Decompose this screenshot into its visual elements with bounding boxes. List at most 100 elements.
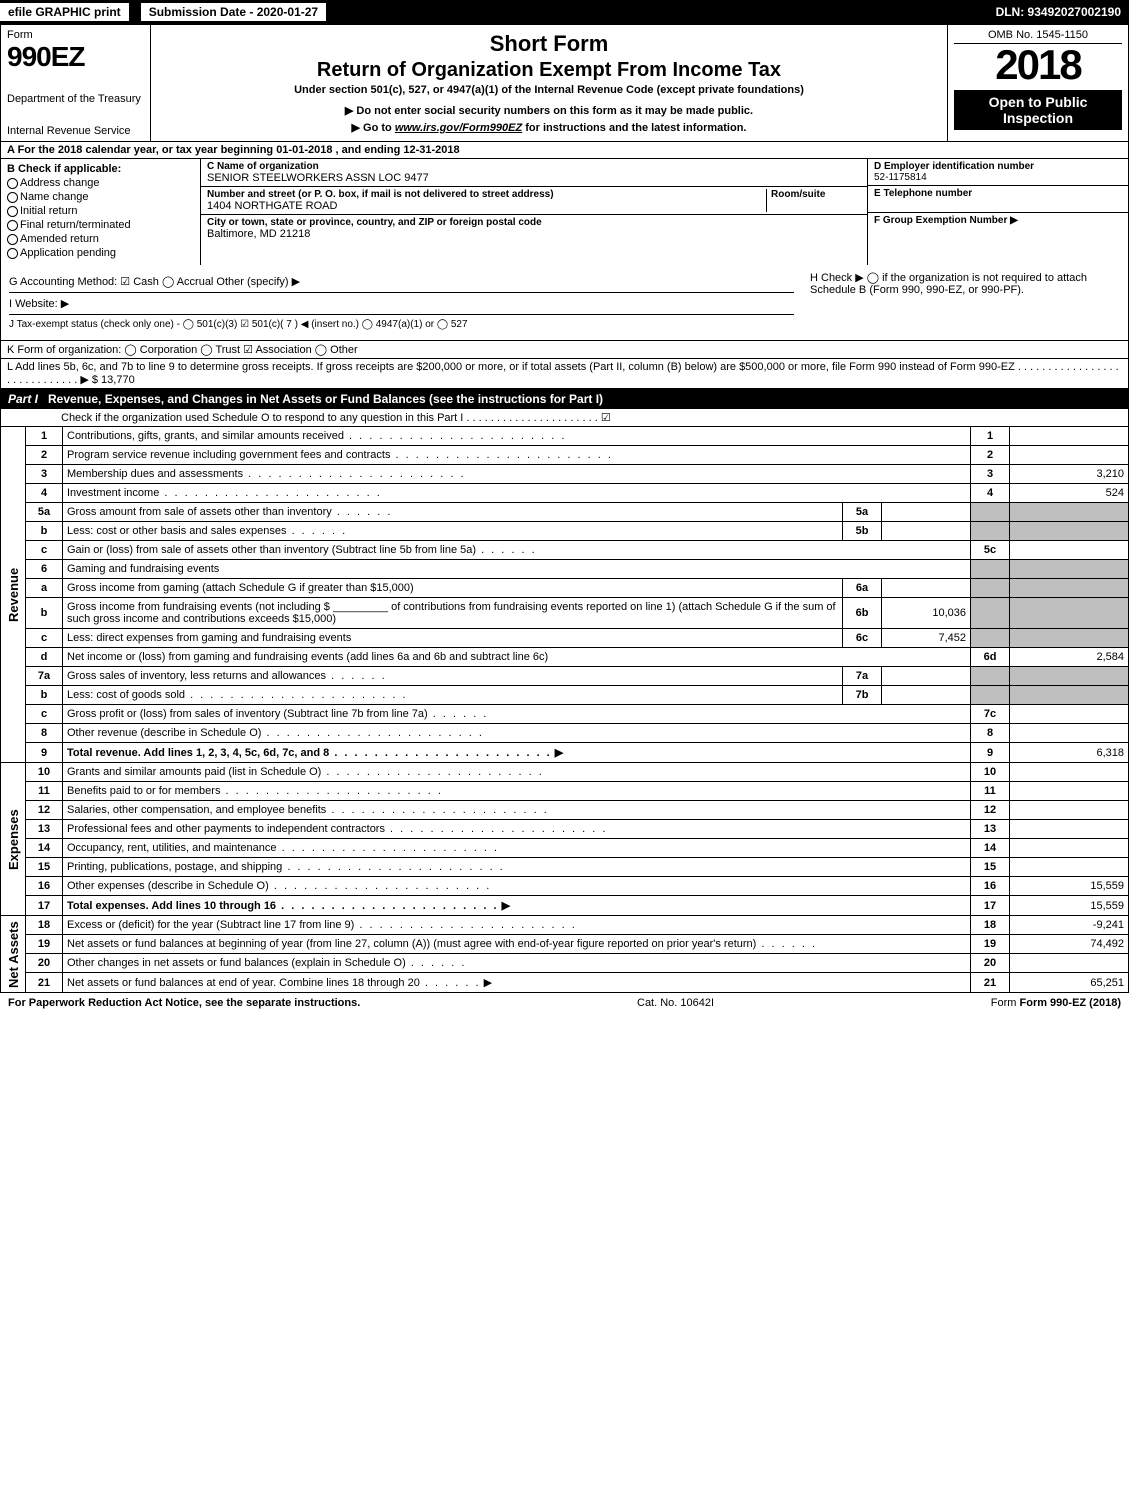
- city-label: City or town, state or province, country…: [207, 217, 542, 228]
- street-label: Number and street (or P. O. box, if mail…: [207, 189, 554, 200]
- revenue-side-label: Revenue: [1, 427, 26, 763]
- netassets-side-label: Net Assets: [1, 916, 26, 993]
- l7a-sub: 7a: [843, 667, 882, 686]
- l2-desc: Program service revenue including govern…: [67, 449, 613, 461]
- l11-amt: [1010, 782, 1129, 801]
- l12-desc: Salaries, other compensation, and employ…: [67, 804, 549, 816]
- l6-greybox: [971, 560, 1010, 579]
- l5b-subval: [882, 522, 971, 541]
- ein-value: 52-1175814: [874, 172, 927, 183]
- section-c: C Name of organization SENIOR STEELWORKE…: [201, 159, 868, 265]
- l5a-subval: [882, 503, 971, 522]
- lines-g-l: G Accounting Method: ☑ Cash ◯ Accrual Ot…: [0, 265, 1129, 341]
- e-phone-label: E Telephone number: [874, 188, 972, 199]
- l6c-sub: 6c: [843, 629, 882, 648]
- check-final-return[interactable]: Final return/terminated: [7, 219, 194, 231]
- page-footer: For Paperwork Reduction Act Notice, see …: [0, 993, 1129, 1013]
- section-b-title: B Check if applicable:: [7, 163, 194, 175]
- l10-box: 10: [971, 763, 1010, 782]
- l20-num: 20: [26, 954, 63, 973]
- footer-center: Cat. No. 10642I: [637, 997, 714, 1009]
- l13-box: 13: [971, 820, 1010, 839]
- part1-label: Part I: [8, 392, 38, 406]
- tax-year: 2018: [954, 44, 1122, 86]
- l6b-subval: 10,036: [882, 598, 971, 629]
- l7a-greybox: [971, 667, 1010, 686]
- l6c-num: c: [26, 629, 63, 648]
- l4-box: 4: [971, 484, 1010, 503]
- l7a-greyamt: [1010, 667, 1129, 686]
- l6c-greyamt: [1010, 629, 1129, 648]
- check-application-pending[interactable]: Application pending: [7, 247, 194, 259]
- l5a-greybox: [971, 503, 1010, 522]
- l6c-greybox: [971, 629, 1010, 648]
- l6d-num: d: [26, 648, 63, 667]
- subtitle: Under section 501(c), 527, or 4947(a)(1)…: [157, 84, 941, 96]
- l16-box: 16: [971, 877, 1010, 896]
- l11-box: 11: [971, 782, 1010, 801]
- l6b-desc: Gross income from fundraising events (no…: [67, 601, 836, 625]
- l9-num: 9: [26, 743, 63, 763]
- l10-num: 10: [26, 763, 63, 782]
- check-initial-return[interactable]: Initial return: [7, 205, 194, 217]
- l5b-desc: Less: cost or other basis and sales expe…: [67, 525, 347, 537]
- l10-desc: Grants and similar amounts paid (list in…: [67, 766, 544, 778]
- check-amended-return[interactable]: Amended return: [7, 233, 194, 245]
- l13-desc: Professional fees and other payments to …: [67, 823, 607, 835]
- l18-desc: Excess or (deficit) for the year (Subtra…: [67, 919, 577, 931]
- efile-print-label[interactable]: efile GRAPHIC print: [0, 3, 129, 21]
- footer-left: For Paperwork Reduction Act Notice, see …: [8, 997, 360, 1009]
- header-right: OMB No. 1545-1150 2018 Open to Public In…: [948, 25, 1128, 141]
- l7a-desc: Gross sales of inventory, less returns a…: [67, 670, 387, 682]
- l11-desc: Benefits paid to or for members: [67, 785, 443, 797]
- l9-amt: 6,318: [1010, 743, 1129, 763]
- d-ein-label: D Employer identification number: [874, 161, 1034, 172]
- check-name-change[interactable]: Name change: [7, 191, 194, 203]
- l15-num: 15: [26, 858, 63, 877]
- l6-num: 6: [26, 560, 63, 579]
- l6-greyamt: [1010, 560, 1129, 579]
- l5c-desc: Gain or (loss) from sale of assets other…: [67, 544, 537, 556]
- l21-amt: 65,251: [1010, 973, 1129, 993]
- header-left: Form 990EZ Department of the Treasury In…: [1, 25, 151, 141]
- c-name-label: C Name of organization: [207, 161, 319, 172]
- l6a-greyamt: [1010, 579, 1129, 598]
- l21-num: 21: [26, 973, 63, 993]
- l17-desc: Total expenses. Add lines 10 through 16: [67, 900, 499, 912]
- l5b-sub: 5b: [843, 522, 882, 541]
- l20-desc: Other changes in net assets or fund bala…: [67, 957, 466, 969]
- l6d-amt: 2,584: [1010, 648, 1129, 667]
- l17-box: 17: [971, 896, 1010, 916]
- main-title: Return of Organization Exempt From Incom…: [157, 59, 941, 82]
- l7b-num: b: [26, 686, 63, 705]
- l12-box: 12: [971, 801, 1010, 820]
- l16-num: 16: [26, 877, 63, 896]
- l18-amt: -9,241: [1010, 916, 1129, 935]
- part1-table: Revenue 1 Contributions, gifts, grants, …: [0, 426, 1129, 993]
- l6b-num: b: [26, 598, 63, 629]
- l4-num: 4: [26, 484, 63, 503]
- footer-right: Form Form 990-EZ (2018): [991, 997, 1121, 1009]
- l11-num: 11: [26, 782, 63, 801]
- l14-num: 14: [26, 839, 63, 858]
- part1-check-o: Check if the organization used Schedule …: [0, 409, 1129, 426]
- l15-amt: [1010, 858, 1129, 877]
- l5c-box: 5c: [971, 541, 1010, 560]
- lines-left: G Accounting Method: ☑ Cash ◯ Accrual Ot…: [1, 265, 802, 340]
- f-group-label: F Group Exemption Number ▶: [874, 215, 1018, 226]
- l7b-subval: [882, 686, 971, 705]
- short-form-title: Short Form: [157, 31, 941, 57]
- open-to-public: Open to Public Inspection: [954, 90, 1122, 130]
- l2-num: 2: [26, 446, 63, 465]
- lines-right-h: H Check ▶ ◯ if the organization is not r…: [802, 265, 1128, 340]
- l7a-subval: [882, 667, 971, 686]
- line-l: L Add lines 5b, 6c, and 7b to line 9 to …: [0, 359, 1129, 389]
- check-address-change[interactable]: Address change: [7, 177, 194, 189]
- l6b-sub: 6b: [843, 598, 882, 629]
- submission-date: Submission Date - 2020-01-27: [139, 1, 328, 23]
- l3-desc: Membership dues and assessments: [67, 468, 466, 480]
- l10-amt: [1010, 763, 1129, 782]
- irs-link[interactable]: www.irs.gov/Form990EZ: [395, 122, 522, 134]
- l5c-num: c: [26, 541, 63, 560]
- l7b-sub: 7b: [843, 686, 882, 705]
